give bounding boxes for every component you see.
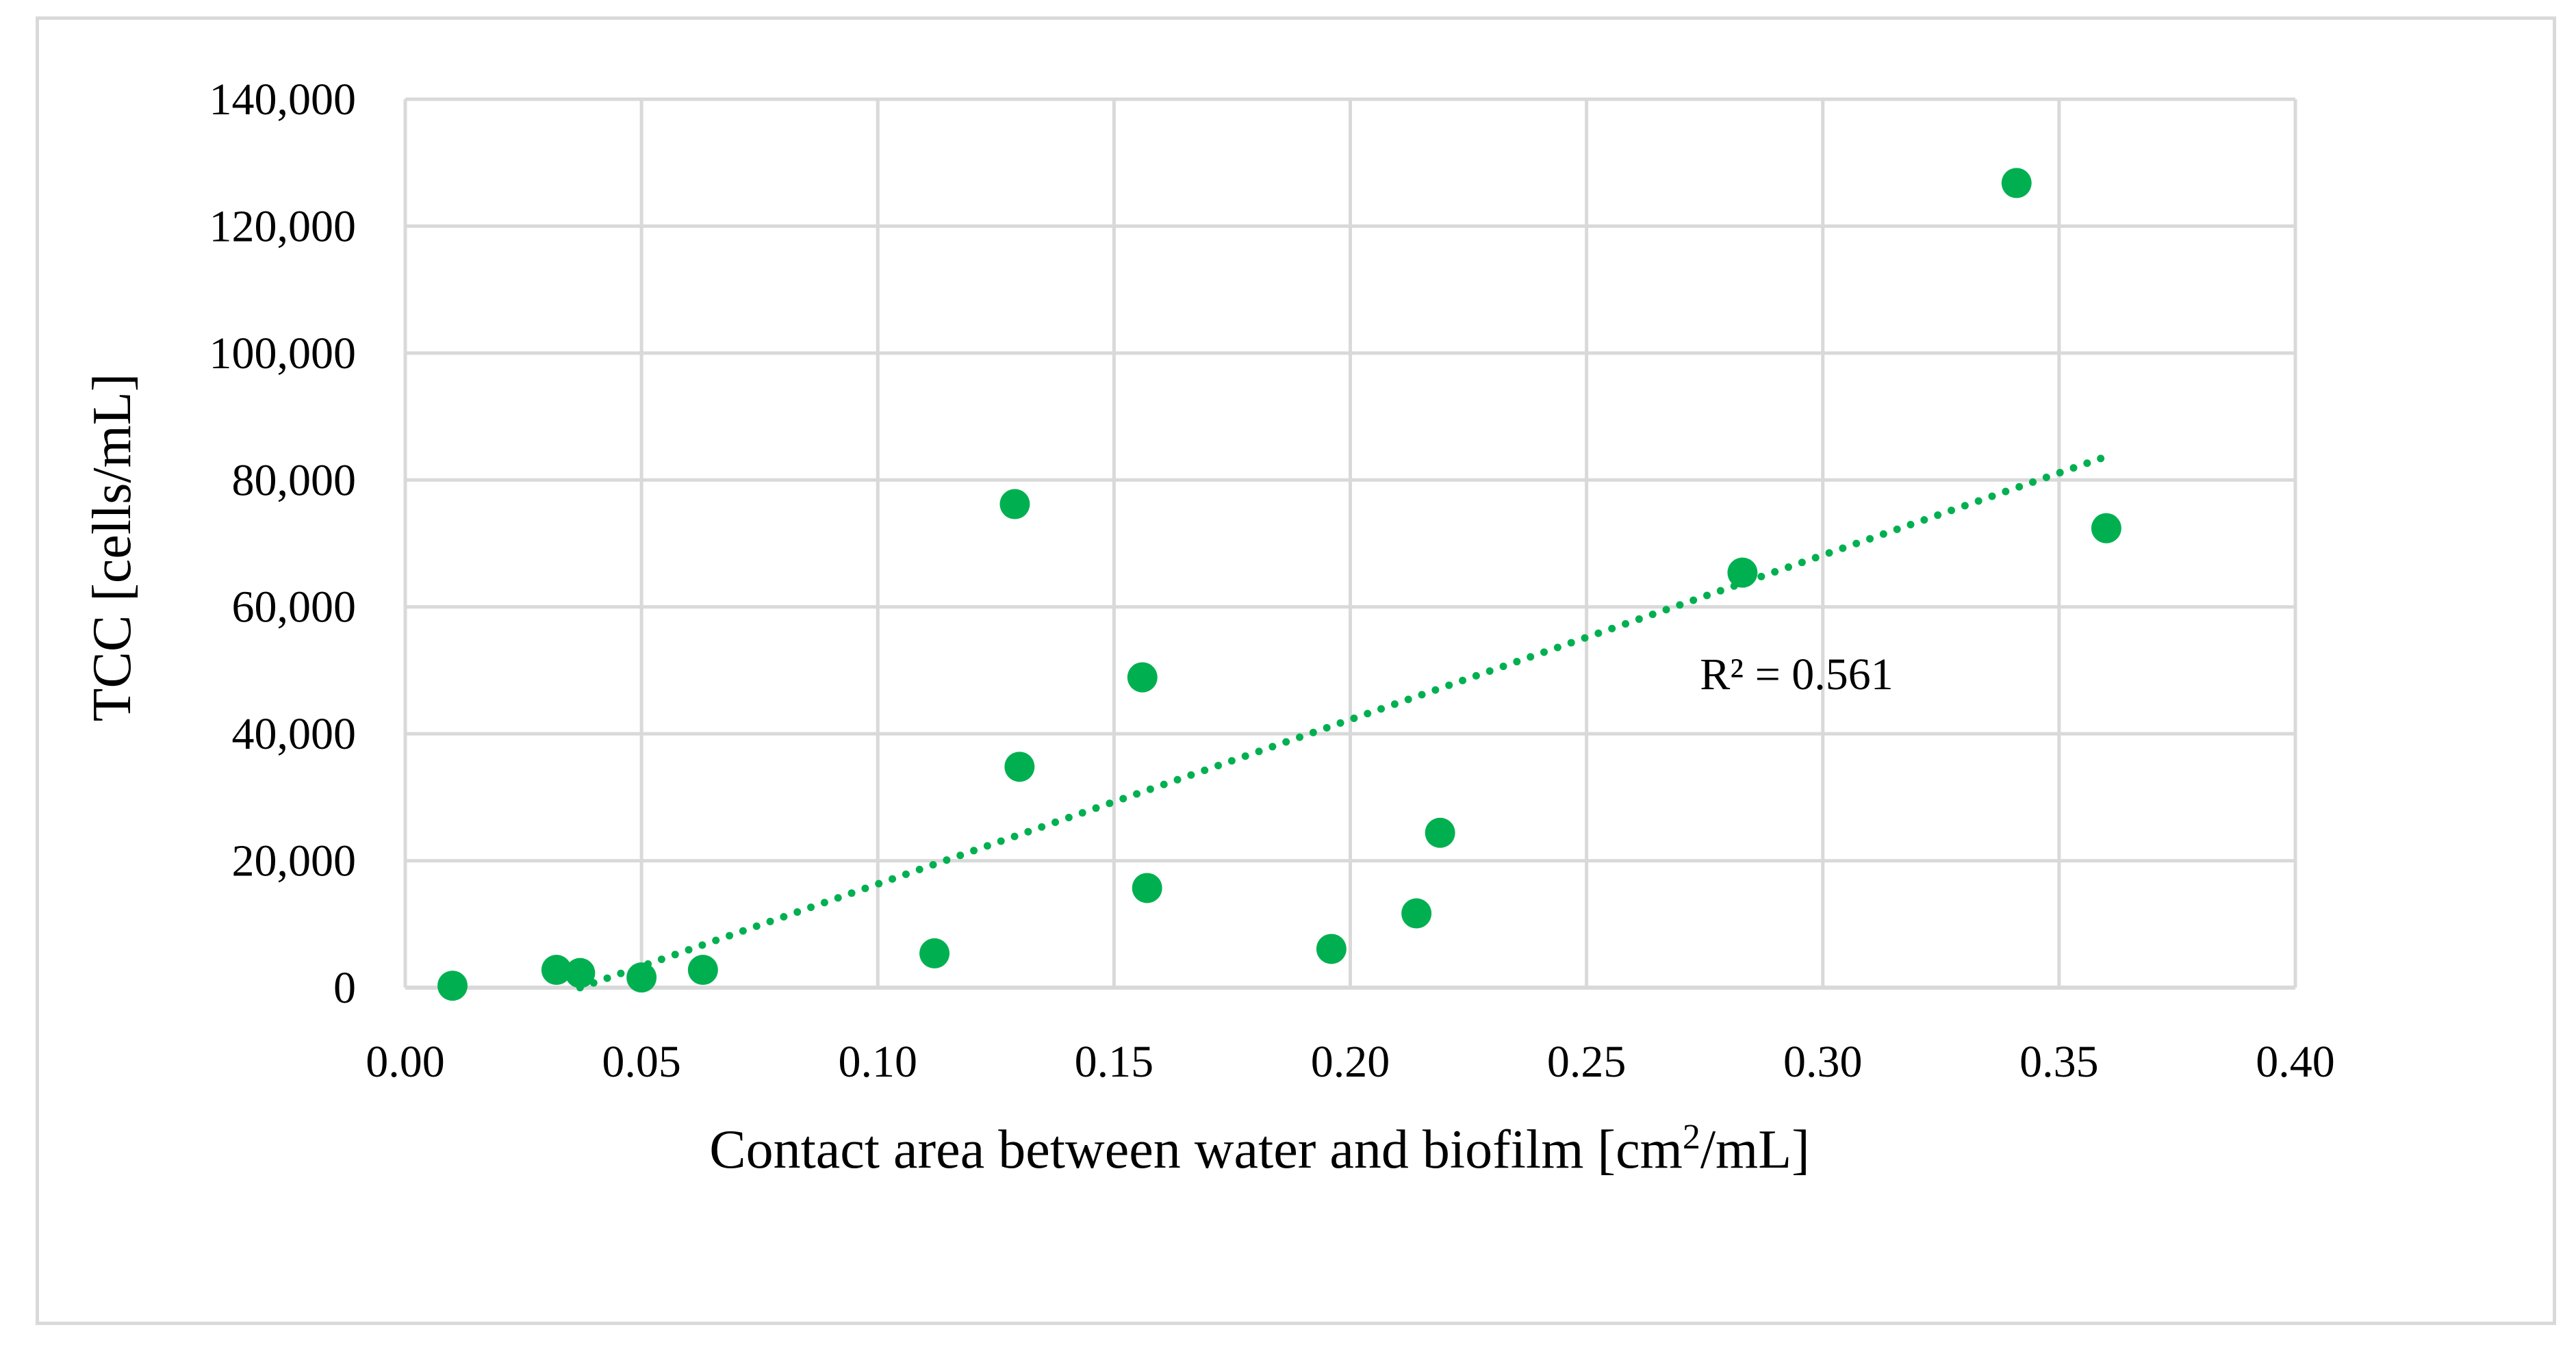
trendline — [576, 452, 2110, 992]
data-point — [565, 958, 596, 988]
x-axis-title-main: Contact area between water and biofilm [… — [709, 1120, 1683, 1180]
x-tick-label: 0.20 — [1311, 1037, 1390, 1087]
x-tick-label: 0.40 — [2256, 1037, 2335, 1087]
x-tick-label: 0.00 — [366, 1037, 445, 1087]
y-tick-label: 0 — [333, 963, 356, 1013]
y-tick-label: 120,000 — [209, 201, 357, 251]
y-tick-label: 40,000 — [232, 709, 357, 759]
r-squared-annotation: R² = 0.561 — [1700, 650, 1893, 699]
y-axis-title: TCC [cells/mL] — [82, 374, 142, 722]
data-point — [1004, 751, 1035, 782]
data-point — [999, 489, 1030, 519]
data-point — [1316, 934, 1347, 964]
trend-layer — [576, 452, 2110, 992]
data-point — [1401, 898, 1432, 929]
y-tick-label: 100,000 — [209, 329, 357, 378]
x-tick-label: 0.25 — [1547, 1037, 1627, 1087]
y-tick-label: 80,000 — [232, 455, 357, 505]
data-point — [2091, 513, 2121, 543]
chart-frame — [36, 16, 2556, 1325]
x-axis-title: Contact area between water and biofilm [… — [709, 1118, 1810, 1180]
data-point — [626, 962, 657, 993]
x-tick-label: 0.15 — [1075, 1037, 1154, 1087]
data-point — [1127, 662, 1158, 693]
x-tick-label: 0.05 — [602, 1037, 681, 1087]
y-tick-label: 140,000 — [209, 75, 357, 125]
data-point — [2001, 168, 2032, 198]
data-point — [1425, 817, 1455, 848]
data-point — [541, 955, 572, 986]
data-point — [919, 938, 950, 968]
y-tick-label: 20,000 — [232, 836, 357, 886]
x-axis-title-unit: /mL] — [1700, 1120, 1810, 1180]
y-tick-label: 60,000 — [232, 582, 357, 632]
x-tick-label: 0.30 — [1783, 1037, 1863, 1087]
point-layer — [437, 168, 2121, 1001]
data-point — [1132, 873, 1162, 903]
x-tick-label: 0.35 — [2019, 1037, 2099, 1087]
grid-layer — [403, 97, 2297, 990]
data-point — [687, 955, 718, 986]
label-layer: 0.00 0.05 0.10 0.15 0.20 0.25 0.30 0.35 0.40 0 20,… — [209, 75, 2335, 1087]
x-axis-title-superscript: 2 — [1683, 1118, 1700, 1157]
data-point — [437, 971, 468, 1001]
x-tick-label: 0.10 — [839, 1037, 918, 1087]
data-point — [1727, 557, 1758, 588]
